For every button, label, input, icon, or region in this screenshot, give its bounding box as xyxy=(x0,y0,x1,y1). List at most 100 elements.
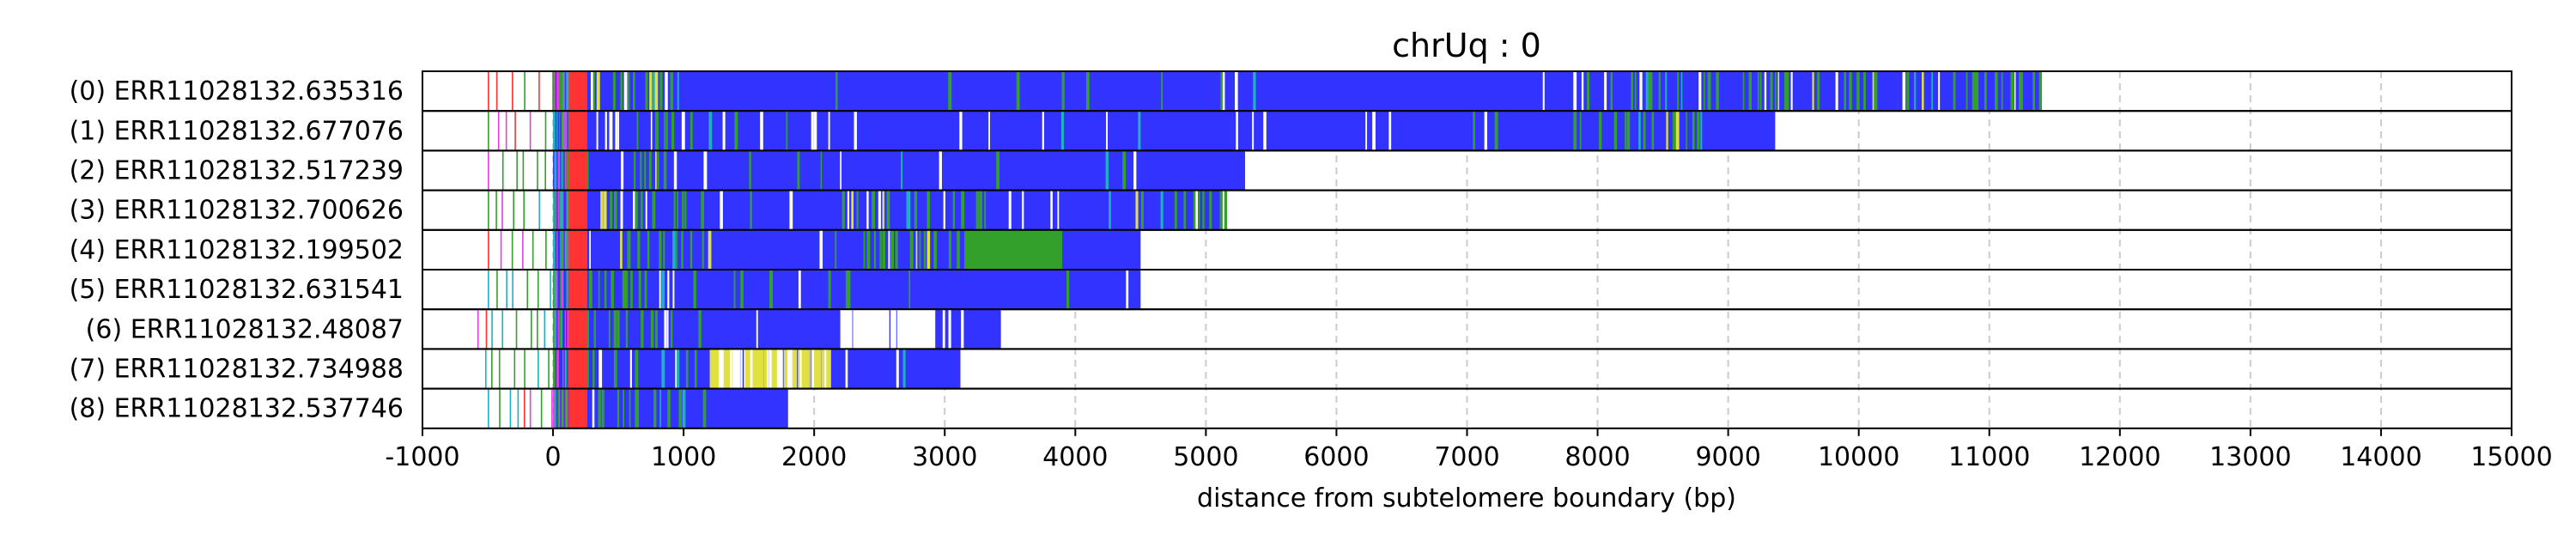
read-segment xyxy=(644,270,647,310)
read-segment xyxy=(1610,71,1613,112)
read-segment xyxy=(663,229,665,270)
read-segment xyxy=(537,309,538,350)
read-segment xyxy=(495,190,497,230)
read-label: (8) ERR11028132.537746 xyxy=(70,394,404,424)
telomere-segment xyxy=(568,150,587,191)
read-segment xyxy=(677,190,678,230)
read-segment xyxy=(685,349,689,389)
read-segment xyxy=(488,150,489,191)
read-segment xyxy=(670,309,673,350)
read-segment xyxy=(757,349,763,389)
read-segment xyxy=(1604,71,1607,112)
telomere-segment xyxy=(568,388,587,429)
x-tick-label: 2000 xyxy=(781,442,847,472)
read-track xyxy=(422,308,2512,350)
read-segment xyxy=(628,71,630,112)
read-segment xyxy=(1022,190,1024,230)
read-segment xyxy=(851,190,854,230)
read-segment xyxy=(2038,71,2043,112)
read-segment xyxy=(617,309,620,350)
read-segment xyxy=(783,349,787,389)
read-segment xyxy=(497,111,500,151)
read-segment xyxy=(645,190,647,230)
read-segment xyxy=(524,349,526,389)
read-segment xyxy=(598,388,601,429)
read-segment xyxy=(809,349,811,389)
read-segment xyxy=(690,111,693,151)
read-segment xyxy=(488,111,489,151)
read-segment xyxy=(586,150,589,191)
read-segment xyxy=(871,309,874,350)
telomere-segment xyxy=(568,190,587,230)
read-segment xyxy=(1658,71,1661,112)
read-segment xyxy=(904,309,910,350)
read-segment xyxy=(635,388,639,429)
read-segment xyxy=(592,349,595,389)
read-segment xyxy=(866,229,871,270)
read-segment xyxy=(1863,71,1866,112)
x-tick-label: 14000 xyxy=(2340,442,2421,472)
read-segment xyxy=(690,229,693,270)
read-segment xyxy=(835,229,837,270)
read-segment xyxy=(1222,71,1225,112)
read-segment xyxy=(540,388,543,429)
read-segment xyxy=(596,71,600,112)
read-segment xyxy=(621,150,624,191)
telomere-segment xyxy=(568,270,587,310)
read-segment xyxy=(659,229,662,270)
read-segment xyxy=(1835,71,1838,112)
read-segment xyxy=(1599,111,1602,151)
read-segment xyxy=(896,349,899,389)
read-segment xyxy=(551,388,553,429)
read-segment xyxy=(659,270,661,310)
read-segment xyxy=(1914,71,1917,112)
read-segment xyxy=(484,349,487,389)
read-segment xyxy=(496,270,498,310)
read-segment xyxy=(908,270,911,310)
read-segment xyxy=(1161,71,1163,112)
read-segment xyxy=(1388,111,1392,151)
read-segment xyxy=(884,309,888,350)
read-segment xyxy=(1183,190,1187,230)
read-segment xyxy=(488,388,489,429)
read-segment xyxy=(939,150,942,191)
read-segment xyxy=(523,190,526,230)
read-segment xyxy=(927,229,931,270)
read-segment xyxy=(926,309,931,350)
read-segment xyxy=(722,111,726,151)
read-segment xyxy=(1050,190,1053,230)
read-segment xyxy=(638,270,641,310)
read-segment xyxy=(672,270,675,310)
read-segment xyxy=(647,229,650,270)
read-segment xyxy=(1581,71,1584,112)
read-segment xyxy=(1677,71,1680,112)
read-body xyxy=(586,270,1141,310)
read-segment xyxy=(499,388,501,429)
read-segment xyxy=(984,190,987,230)
read-segment xyxy=(1224,190,1228,230)
read-segment xyxy=(882,190,885,230)
read-segment xyxy=(640,150,642,191)
read-segment xyxy=(1579,111,1582,151)
read-segment xyxy=(1140,190,1144,230)
reads-layer xyxy=(422,70,2512,429)
read-segment xyxy=(1122,150,1127,191)
chart-title: chrUq : 0 xyxy=(1392,27,1541,64)
read-segment xyxy=(1665,71,1668,112)
read-segment xyxy=(733,270,736,310)
read-segment xyxy=(909,229,914,270)
read-segment xyxy=(665,111,668,151)
read-segment xyxy=(962,190,965,230)
read-segment xyxy=(624,270,629,310)
read-segment xyxy=(778,349,781,389)
read-segment xyxy=(666,309,669,350)
read-segment xyxy=(590,71,594,112)
read-segment xyxy=(774,349,780,389)
read-label: (0) ERR11028132.635316 xyxy=(70,76,404,106)
read-segment xyxy=(750,349,754,389)
read-segment xyxy=(693,270,696,310)
read-segment xyxy=(840,150,842,191)
read-segment xyxy=(673,150,677,191)
read-body xyxy=(586,150,1245,191)
